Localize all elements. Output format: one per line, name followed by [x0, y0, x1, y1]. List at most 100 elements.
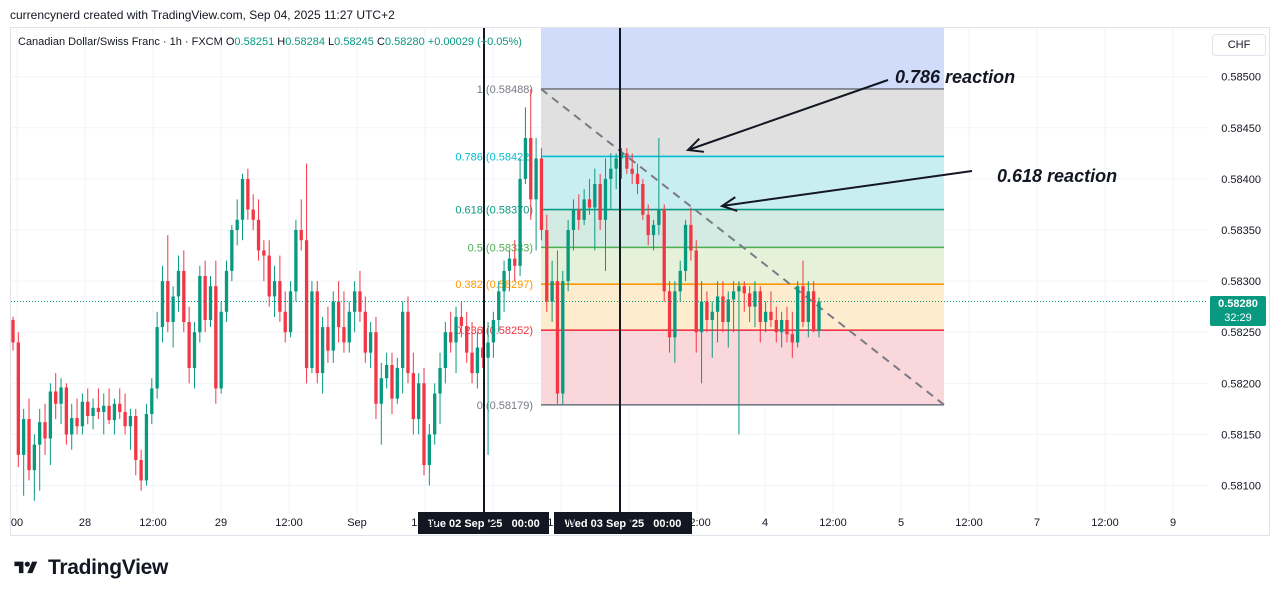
candle	[220, 302, 223, 394]
candle-body	[97, 408, 100, 412]
price-tick-label: 0.58250	[1221, 327, 1261, 339]
candle	[166, 235, 169, 332]
candle	[326, 307, 329, 363]
time-tick-label: 12:00	[683, 517, 711, 529]
candle	[380, 363, 383, 445]
candle-body	[641, 184, 644, 215]
candle-body	[454, 317, 457, 343]
candle-body	[550, 281, 553, 301]
time-tick-label: 12:00	[547, 517, 575, 529]
candle-body	[727, 300, 730, 322]
tradingview-logo[interactable]: TradingView	[12, 556, 168, 580]
symbol-legend: Canadian Dollar/Swiss Franc · 1h · FXCM …	[18, 36, 522, 48]
tradingview-logo-icon	[12, 559, 40, 577]
candle-body	[593, 184, 596, 208]
candle-body	[273, 281, 276, 296]
candle-body	[812, 291, 815, 331]
candle	[43, 404, 46, 455]
price-tick-label: 0.58150	[1221, 429, 1261, 441]
candle	[417, 373, 420, 434]
candle-body	[566, 230, 569, 281]
candle-body	[257, 220, 260, 251]
candle-body	[342, 327, 345, 342]
candle	[449, 312, 452, 353]
candle	[145, 404, 148, 486]
candle	[524, 107, 527, 184]
candle	[641, 179, 644, 220]
currency-selector[interactable]: CHF	[1212, 34, 1266, 56]
candle	[129, 409, 132, 450]
candle-body	[236, 220, 239, 230]
candle	[358, 271, 361, 322]
candle	[534, 138, 537, 250]
price-axis: 0.58500 0.58450 0.58400 0.58350 0.58300 0.582…	[1221, 72, 1261, 493]
candle	[438, 353, 441, 425]
candle	[310, 281, 313, 373]
candle-body	[737, 286, 740, 291]
candle-body	[348, 312, 351, 343]
candle	[412, 353, 415, 435]
candle	[305, 164, 308, 384]
candle-body	[524, 138, 527, 179]
candle	[33, 434, 36, 500]
candle	[70, 404, 73, 450]
candle-body	[625, 153, 628, 168]
candle-body	[817, 302, 820, 332]
candle-body	[43, 422, 46, 438]
candle-body	[604, 179, 607, 220]
open-value: 0.58251	[234, 36, 274, 48]
candle	[17, 332, 20, 467]
close-label: C	[377, 36, 385, 48]
candle	[59, 378, 62, 424]
candle-body	[177, 271, 180, 297]
candle-body	[139, 460, 142, 480]
candle-body	[326, 327, 329, 351]
candle	[294, 220, 297, 302]
candle	[225, 261, 228, 322]
candle-body	[647, 215, 650, 235]
candle	[465, 312, 468, 363]
candle	[476, 332, 479, 388]
candle-body	[422, 383, 425, 465]
candle-body	[652, 225, 655, 235]
candle	[11, 317, 14, 351]
candle-body	[161, 281, 164, 327]
candle	[353, 281, 356, 332]
candle-body	[278, 281, 281, 312]
candle-body	[49, 391, 52, 438]
candle-body	[284, 312, 287, 332]
candle	[332, 291, 335, 363]
candle	[374, 317, 377, 419]
candle	[561, 271, 564, 405]
candle-body	[129, 416, 132, 426]
change-value: +0.00029 (+0.05%)	[428, 36, 522, 48]
crosshair-date-label: Wed 03 Sep '25 00:00	[565, 518, 682, 530]
candle	[316, 281, 319, 383]
candle-body	[11, 320, 14, 342]
candle-body	[785, 320, 788, 334]
bar-countdown: 32:29	[1210, 311, 1266, 325]
annotation-label: 0.786 reaction	[895, 67, 1015, 87]
candle-body	[289, 291, 292, 332]
candle-body	[759, 291, 762, 322]
last-price-value: 0.58280	[1210, 297, 1266, 311]
candle	[230, 225, 233, 281]
candle-body	[529, 138, 532, 199]
candle-body	[663, 210, 666, 292]
candle	[214, 261, 217, 404]
candle	[337, 281, 340, 342]
candle-body	[689, 225, 692, 251]
high-label: H	[277, 36, 285, 48]
close-value: 0.58280	[385, 36, 425, 48]
candle-body	[337, 302, 340, 328]
candle-body	[417, 383, 420, 419]
candle-body	[743, 286, 746, 293]
candle-body	[561, 281, 564, 393]
candle	[75, 399, 78, 435]
candle	[540, 148, 543, 240]
candle-body	[449, 332, 452, 342]
time-tick-label: 29	[215, 517, 227, 529]
candle	[321, 317, 324, 394]
candle	[54, 373, 57, 419]
